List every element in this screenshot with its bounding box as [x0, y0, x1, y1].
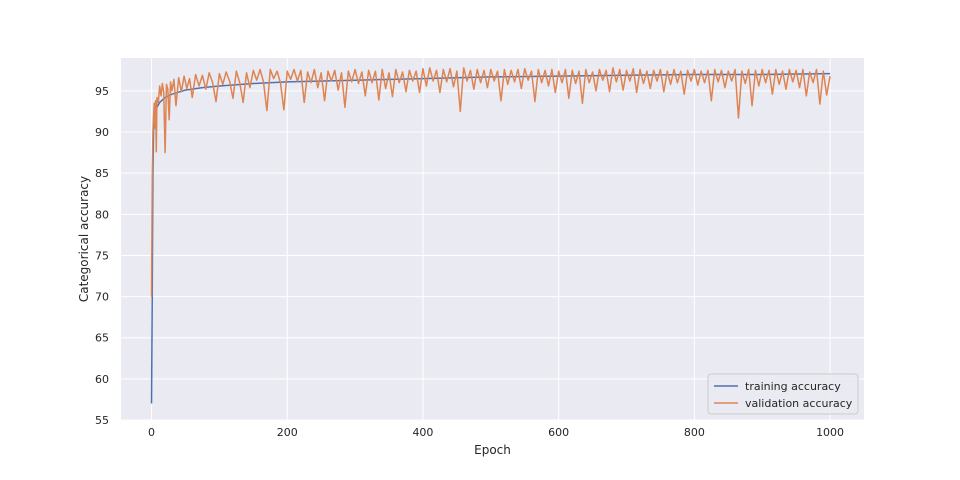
y-tick-label: 80: [95, 208, 109, 221]
x-tick-label: 800: [684, 426, 705, 439]
y-tick-label: 70: [95, 291, 109, 304]
series-line-1: [150, 67, 831, 297]
y-tick-label: 95: [95, 85, 109, 98]
x-tick-label: 200: [277, 426, 298, 439]
legend-box: [707, 373, 859, 415]
x-axis-label: Epoch: [474, 443, 511, 457]
y-axis-label: Categorical accuracy: [77, 176, 91, 302]
series-lines: [150, 67, 831, 404]
x-tick-label: 0: [148, 426, 155, 439]
y-tick-label: 55: [95, 414, 109, 427]
legend: training accuracy validation accuracy: [707, 373, 859, 415]
tick-labels: 0 200 400 600 800 1000 55 60 65 70 75 80 85 90 95: [95, 85, 844, 439]
plot-background: [121, 58, 864, 420]
y-tick-label: 65: [95, 332, 109, 345]
x-tick-label: 400: [412, 426, 433, 439]
legend-label-1: validation accuracy: [745, 397, 853, 410]
y-tick-label: 75: [95, 249, 109, 262]
y-tick-label: 90: [95, 126, 109, 139]
x-tick-label: 600: [548, 426, 569, 439]
legend-label-0: training accuracy: [745, 380, 841, 393]
y-tick-label: 85: [95, 167, 109, 180]
grid: [121, 58, 864, 421]
y-tick-label: 60: [95, 373, 109, 386]
x-tick-label: 1000: [816, 426, 844, 439]
